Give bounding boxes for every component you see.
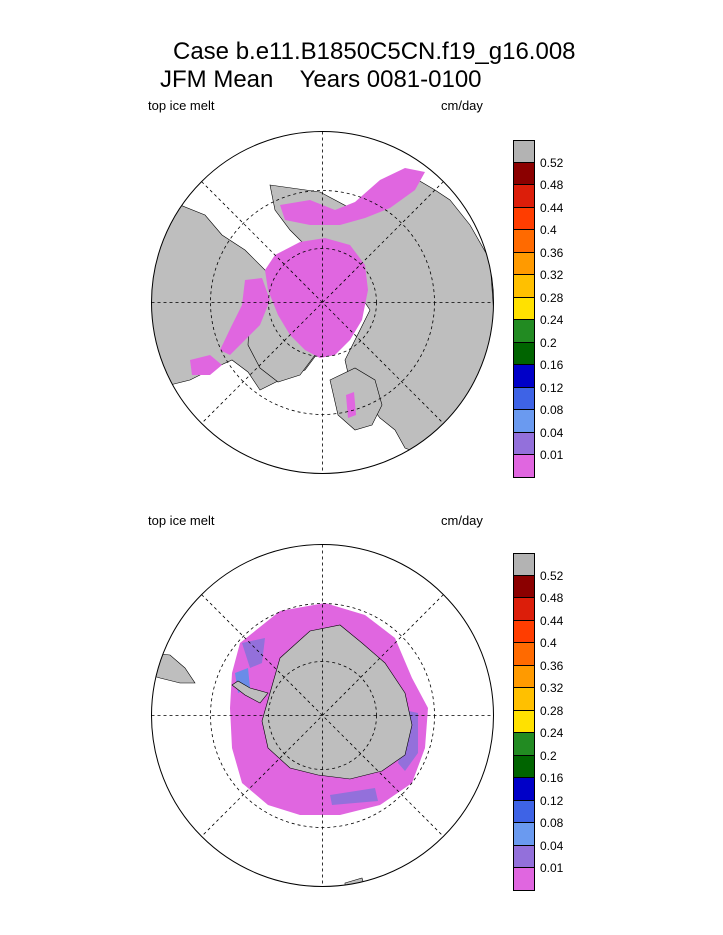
panel-south-label: top ice melt [148, 513, 215, 528]
colorbar-level-label: 0.2 [540, 335, 557, 350]
colorbar-level-label: 0.16 [540, 771, 564, 785]
north-ice-melt-hudson [190, 355, 222, 375]
colorbar-level-label: 0.12 [540, 380, 564, 395]
north-map-border [151, 131, 494, 474]
colorbar-level-label: 0.24 [540, 726, 564, 740]
south-ice-melt-band-3 [330, 788, 378, 805]
colorbar-level-label: 0.36 [540, 245, 564, 260]
colorbar-level-label: 0.44 [540, 613, 564, 628]
panel-north-label: top ice melt [148, 98, 215, 113]
colorbar-level-label: 0.08 [540, 816, 564, 830]
north-ice-melt-okhotsk [280, 168, 425, 225]
colorbar-level-label: 0.48 [540, 178, 564, 192]
colorbar-level-label: 0.24 [540, 313, 564, 327]
colorbar-level-label: 0.4 [540, 223, 557, 237]
colorbar-swatch [513, 800, 535, 823]
south-map-border [151, 544, 494, 887]
panel-south-units: cm/day [441, 513, 483, 528]
colorbar-swatch [513, 643, 535, 666]
colorbar-swatch [513, 275, 535, 298]
plot-title-line-1: Case b.e11.B1850C5CN.f19_g16.008 [173, 38, 576, 65]
north-ice-melt-baffin [220, 278, 270, 355]
colorbar-swatch [513, 162, 535, 185]
colorbar-swatch [513, 665, 535, 688]
colorbar-level-label: 0.52 [540, 155, 564, 170]
colorbar-swatch [513, 688, 535, 711]
colorbar-level-label: 0.2 [540, 748, 557, 763]
plot-title-line-2: JFM Mean Years 0081-0100 [160, 66, 482, 93]
colorbar-level-label: 0.36 [540, 658, 564, 673]
north-polar-map [151, 131, 494, 474]
colorbar-swatch [513, 823, 535, 846]
colorbar-swatch [513, 733, 535, 756]
north-graticule [151, 131, 494, 474]
colorbar-level-label: 0.08 [540, 403, 564, 417]
colorbar-level-label: 0.04 [540, 838, 564, 853]
colorbar-level-label: 0.16 [540, 358, 564, 372]
colorbar-level-label: 0.28 [540, 703, 564, 718]
colorbar-swatch [513, 207, 535, 230]
colorbar-swatch [513, 553, 535, 576]
colorbar-swatch [513, 342, 535, 365]
colorbar-swatch [513, 387, 535, 410]
colorbar-swatch [513, 432, 535, 455]
colorbar-swatch [513, 845, 535, 868]
colorbar-level-label: 0.48 [540, 591, 564, 605]
panel-north-units: cm/day [441, 98, 483, 113]
colorbar-swatch [513, 598, 535, 621]
colorbar-swatch [513, 230, 535, 253]
colorbar-swatch [513, 297, 535, 320]
colorbar-level-label: 0.32 [540, 681, 564, 695]
colorbar-swatch [513, 575, 535, 598]
colorbar-swatch [513, 868, 535, 891]
colorbar-swatch [513, 755, 535, 778]
north-ice-melt-baltic [346, 392, 356, 418]
colorbar-level-label: 0.52 [540, 568, 564, 583]
colorbar-swatch [513, 778, 535, 801]
colorbar-swatch [513, 185, 535, 208]
colorbar-swatch [513, 252, 535, 275]
colorbar-swatch [513, 410, 535, 433]
colorbar-swatch [513, 140, 535, 163]
colorbar-swatch [513, 710, 535, 733]
north-land-scandinavia [329, 367, 383, 431]
south-graticule [151, 544, 494, 887]
colorbar-swatch [513, 320, 535, 343]
colorbar-level-label: 0.01 [540, 448, 564, 462]
colorbar-level-label: 0.01 [540, 861, 564, 875]
colorbar-swatch [513, 455, 535, 478]
colorbar-swatch [513, 620, 535, 643]
south-polar-map [151, 544, 494, 887]
colorbar-level-label: 0.44 [540, 200, 564, 215]
south-land-peninsula [231, 680, 269, 704]
colorbar-level-label: 0.04 [540, 425, 564, 440]
colorbar-level-label: 0.28 [540, 290, 564, 305]
colorbar-level-label: 0.4 [540, 636, 557, 650]
colorbar-swatch [513, 365, 535, 388]
south-ice-melt-band-2 [242, 638, 265, 668]
north-ice-melt-arctic [265, 238, 368, 358]
colorbar-level-label: 0.32 [540, 268, 564, 282]
colorbar-level-label: 0.12 [540, 793, 564, 808]
